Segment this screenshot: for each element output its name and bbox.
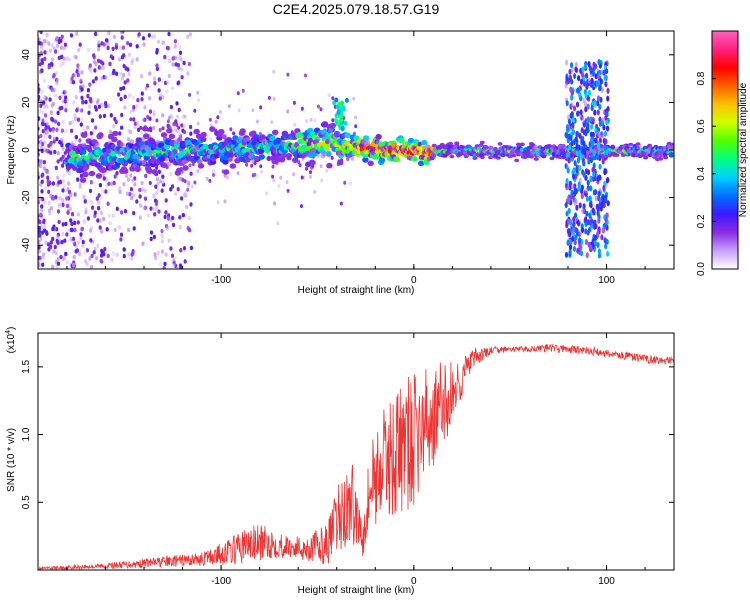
- spectrogram-ytick-label: 20: [21, 96, 32, 108]
- spectrogram-ylabel: Frequency (Hz): [6, 116, 17, 185]
- spectrogram-ytick-label: -20: [21, 190, 32, 205]
- spectrogram-ytick-label: 0: [21, 147, 32, 153]
- spectrogram-xtick-label: 0: [411, 275, 417, 286]
- snr-ytick-label: 1.0: [21, 427, 32, 441]
- snr-scale-label: (x104): [5, 327, 17, 354]
- colorbar-tick-label: 0.2: [696, 214, 707, 228]
- snr-ytick-label: 0.5: [21, 495, 32, 509]
- snr-series-line: [37, 344, 675, 571]
- snr-ylabel: SNR (10 * v/v): [6, 428, 17, 492]
- snr-ticks: -100 0 100 0.5 1.0 1.5: [21, 333, 674, 587]
- spectrogram-ytick-label: -40: [21, 238, 32, 253]
- colorbar-gradient: [711, 30, 739, 270]
- spectrogram-xtick-label: 100: [598, 275, 615, 286]
- figure-title: C2E4.2025.079.18.57.G19: [273, 1, 440, 17]
- snr-frame: [37, 332, 675, 571]
- spectrogram-cells: [38, 31, 674, 269]
- colorbar-tick-label: 0.0: [696, 262, 707, 276]
- spectrogram-xtick-label: -100: [211, 275, 231, 286]
- snr-xtick-label: 100: [598, 576, 615, 587]
- colorbar-tick-label: 0.4: [696, 166, 707, 180]
- colorbar-tick-label: 0.6: [696, 119, 707, 133]
- snr-xlabel: Height of straight line (km): [298, 585, 415, 596]
- colorbar-tick-label: 0.8: [696, 71, 707, 85]
- snr-xtick-label: -100: [211, 576, 231, 587]
- colorbar-ticks: 0.0 0.2 0.4 0.6 0.8: [696, 71, 716, 276]
- snr-xtick-label: 0: [411, 576, 417, 587]
- spectrogram-ytick-label: 40: [21, 49, 32, 61]
- snr-panel: -100 0 100 0.5 1.0 1.5 Height of straight lin…: [5, 327, 675, 596]
- colorbar: 0.0 0.2 0.4 0.6 0.8 Normalized spectral ampl…: [696, 30, 749, 276]
- spectrogram-panel: -100 0 100 -40 -20 0 20 40 Height of straight l…: [6, 30, 675, 296]
- spectrogram-ticks: -100 0 100 -40 -20 0 20 40: [21, 31, 674, 286]
- spectrogram-xlabel: Height of straight line (km): [298, 285, 415, 296]
- colorbar-label: Normalized spectral amplitude: [738, 82, 749, 217]
- snr-ytick-label: 1.5: [21, 359, 32, 373]
